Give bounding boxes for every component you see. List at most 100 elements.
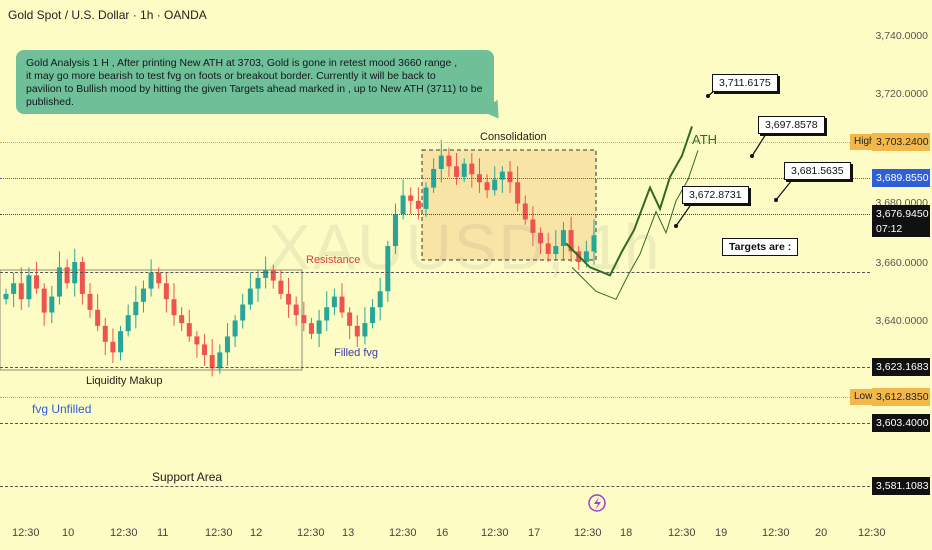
target-dot <box>674 224 678 228</box>
candle-body <box>591 235 597 252</box>
high-tag: High <box>850 134 879 150</box>
time-tick: 18 <box>620 527 633 539</box>
candle-body <box>553 246 559 255</box>
candle-body <box>454 166 460 177</box>
candle-body <box>102 325 108 342</box>
candle-body <box>370 307 376 324</box>
candle-countdown: 07:12 <box>876 223 903 235</box>
candle-body <box>95 309 101 326</box>
time-tick: 19 <box>715 527 728 539</box>
current-level-line <box>0 214 870 215</box>
candle-body <box>87 293 93 310</box>
target-connector <box>751 133 767 157</box>
candle-body <box>232 320 238 337</box>
high-price-badge: 3,703.2400 <box>872 133 930 151</box>
current-price: 3,676.9450 <box>876 208 929 220</box>
candle-body <box>331 296 337 308</box>
time-tick: 12:30 <box>297 527 325 539</box>
event-marker-icon <box>588 494 606 512</box>
resistance-label: Resistance <box>306 254 361 266</box>
price-tick: 3,720.0000 <box>875 88 928 100</box>
candle-body <box>18 283 24 300</box>
fvg-unfilled-label: fvg Unfilled <box>32 402 92 416</box>
time-tick: 17 <box>528 527 541 539</box>
candle-body <box>392 214 398 247</box>
target-box-2[interactable]: 3,697.8578 <box>758 116 825 134</box>
candle-body <box>125 315 131 332</box>
level-badge-3623: 3,623.1683 <box>872 358 930 376</box>
candle-body <box>133 301 139 316</box>
note-line: pavilion to Bullish mood by hitting the … <box>26 83 483 108</box>
note-line: Gold Analysis 1 H , After printing New A… <box>26 57 458 69</box>
chart-title: Gold Spot / U.S. Dollar · 1h · OANDA <box>8 8 207 22</box>
candle-body <box>217 352 223 369</box>
target-dot <box>750 154 754 158</box>
candle-body <box>492 179 498 191</box>
candle-body <box>171 299 177 316</box>
lightning-icon <box>594 497 601 510</box>
time-tick: 12 <box>250 527 263 539</box>
candle-body <box>247 288 253 305</box>
time-tick: 12:30 <box>762 527 790 539</box>
candle-body <box>301 315 307 324</box>
low-level-line <box>0 397 870 398</box>
level-badge-3581: 3,581.1083 <box>872 477 930 495</box>
target-dot <box>774 198 778 202</box>
candle-body <box>560 230 566 247</box>
level-badge-3603: 3,603.4000 <box>872 414 930 432</box>
candle-body <box>56 267 62 297</box>
low-price-badge: 3,612.8350 <box>872 388 930 406</box>
candle-body <box>79 262 85 294</box>
candle-body <box>118 331 124 353</box>
candle-body <box>3 293 9 300</box>
target-dot <box>706 94 710 98</box>
candle-body <box>354 325 360 337</box>
candle-body <box>515 182 521 204</box>
candle-body <box>148 272 154 289</box>
price-tick: 3,640.0000 <box>875 315 928 327</box>
note-line: it may go more bearish to test fvg on fo… <box>26 70 436 82</box>
candle-body <box>240 304 246 321</box>
candle-body <box>438 155 444 169</box>
target-box-4[interactable]: 3,672.8731 <box>682 186 749 204</box>
candle-body <box>484 182 490 191</box>
candle-body <box>255 277 261 289</box>
candle-body <box>385 246 391 292</box>
candle-body <box>568 230 574 252</box>
price-tick: 3,660.0000 <box>875 257 928 269</box>
candle-body <box>156 272 162 284</box>
candle-body <box>362 323 368 337</box>
candle-body <box>41 288 47 313</box>
candle-body <box>202 344 208 356</box>
candle-body <box>26 275 32 300</box>
candle-body <box>324 307 330 321</box>
candle-body <box>49 296 55 313</box>
candle-body <box>507 171 513 183</box>
symbol-watermark: XAUUSD, 1h <box>268 211 662 283</box>
target-connector <box>675 205 691 227</box>
support-level-line <box>0 486 870 487</box>
consolidation-zone <box>421 149 597 261</box>
candle-body <box>538 232 544 244</box>
time-tick: 13 <box>342 527 355 539</box>
candle-body <box>110 341 116 353</box>
filled-fvg-label: Filled fvg <box>334 347 379 359</box>
candle-body <box>316 320 322 334</box>
target-box-3[interactable]: 3,681.5635 <box>784 162 851 180</box>
support-area-label: Support Area <box>152 470 223 484</box>
time-tick: 12:30 <box>574 527 602 539</box>
candle-body <box>194 336 200 345</box>
current-price-badge: 3,676.9450 07:12 <box>872 205 930 237</box>
target-box-1[interactable]: 3,711.6175 <box>712 74 778 92</box>
target-connector <box>775 179 793 201</box>
candle-body <box>163 283 169 300</box>
time-tick: 12:30 <box>389 527 417 539</box>
candle-body <box>461 163 467 177</box>
time-tick: 20 <box>815 527 828 539</box>
high-level-line <box>0 142 870 143</box>
retest-level-line <box>0 272 870 273</box>
projection-path-thin <box>571 150 699 300</box>
targets-label: Targets are : <box>722 238 799 256</box>
